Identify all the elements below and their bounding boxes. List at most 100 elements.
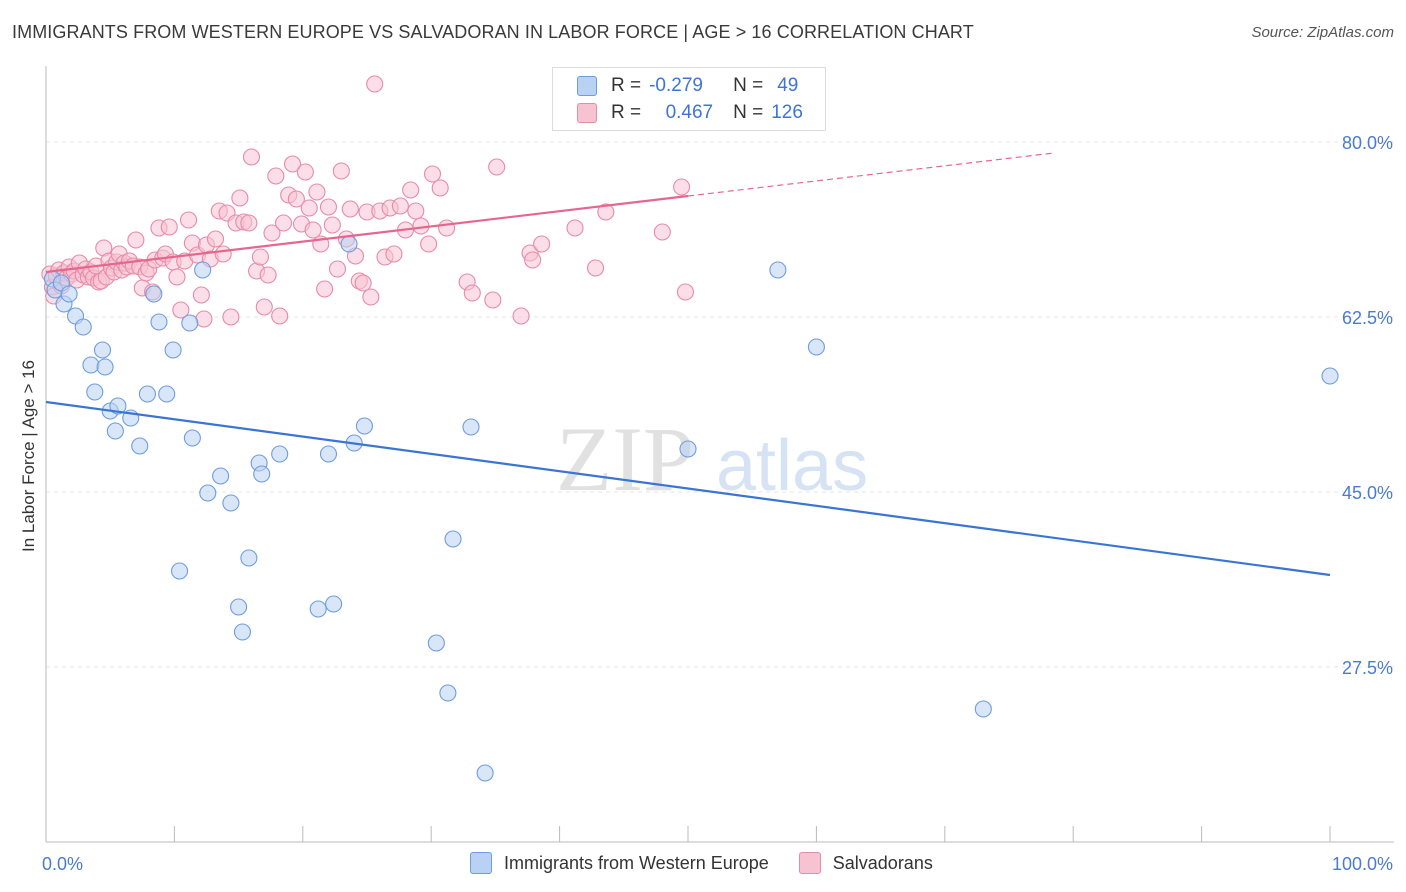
data-point-salvadoran — [676, 283, 694, 301]
data-point-western-europe — [212, 467, 230, 485]
data-point-western-europe — [82, 356, 100, 374]
data-point-salvadoran — [463, 284, 481, 302]
data-point-western-europe — [106, 422, 124, 440]
y-tick-label: 62.5% — [1342, 308, 1393, 328]
data-point-salvadoran — [362, 288, 380, 306]
data-point-western-europe — [131, 437, 149, 455]
data-point-western-europe — [86, 383, 104, 401]
data-point-western-europe — [93, 341, 112, 359]
chart-title: IMMIGRANTS FROM WESTERN EUROPE VS SALVAD… — [12, 22, 974, 42]
data-point-western-europe — [199, 484, 217, 502]
watermark-atlas: atlas — [716, 426, 868, 506]
legend-r-value: 0.467 — [665, 102, 714, 123]
data-point-western-europe — [96, 358, 114, 376]
data-point-salvadoran — [296, 163, 314, 181]
data-point-salvadoran — [222, 308, 240, 326]
data-point-salvadoran — [673, 178, 691, 196]
data-point-salvadoran — [242, 148, 260, 166]
data-point-salvadoran — [259, 266, 277, 284]
trend-line-western-europe — [45, 400, 1331, 577]
data-point-salvadoran — [179, 211, 198, 229]
data-point-salvadoran — [300, 199, 318, 217]
legend-r-label: R = — [611, 75, 642, 96]
source-label[interactable]: Source: ZipAtlas.com — [1251, 24, 1394, 41]
data-point-salvadoran — [195, 310, 213, 328]
data-point-salvadoran — [160, 218, 178, 236]
data-point-salvadoran — [484, 291, 502, 309]
data-point-salvadoran — [533, 235, 551, 253]
data-point-salvadoran — [524, 251, 542, 269]
data-point-salvadoran — [304, 221, 322, 239]
data-point-salvadoran — [587, 259, 605, 277]
data-point-western-europe — [309, 600, 327, 618]
data-point-salvadoran — [267, 167, 285, 185]
data-point-western-europe — [222, 494, 240, 512]
legend-r-label: R = — [611, 102, 642, 123]
data-point-salvadoran — [328, 260, 347, 278]
y-tick-label: 27.5% — [1342, 658, 1393, 678]
data-point-western-europe — [319, 445, 338, 463]
data-point-western-europe — [74, 318, 92, 336]
y-tick-label: 80.0% — [1342, 133, 1393, 153]
legend-label: Immigrants from Western Europe — [504, 852, 769, 873]
data-point-western-europe — [439, 684, 457, 702]
legend-row-western-europe: R = -0.279 N = 49 — [577, 72, 798, 100]
data-point-western-europe — [325, 595, 343, 613]
data-point-western-europe — [444, 530, 462, 548]
data-point-salvadoran — [255, 298, 273, 316]
data-point-salvadoran — [420, 235, 438, 253]
data-point-western-europe — [340, 235, 358, 253]
data-point-western-europe — [462, 418, 480, 436]
data-point-salvadoran — [407, 202, 425, 220]
western-europe-points — [43, 235, 1339, 782]
data-point-western-europe — [183, 429, 201, 447]
data-point-western-europe — [170, 562, 189, 580]
data-point-western-europe — [138, 385, 156, 403]
data-point-western-europe — [271, 445, 289, 463]
data-point-salvadoran — [323, 216, 341, 234]
data-point-western-europe — [355, 417, 373, 435]
y-tick-label: 45.0% — [1342, 483, 1393, 503]
legend-n-value: 126 — [771, 102, 803, 123]
data-point-salvadoran — [168, 268, 186, 286]
data-point-western-europe — [974, 700, 992, 718]
data-point-western-europe — [476, 764, 494, 782]
data-point-western-europe — [158, 385, 176, 403]
data-point-salvadoran — [366, 75, 384, 93]
data-point-salvadoran — [423, 165, 442, 183]
data-point-salvadoran — [391, 197, 409, 215]
data-point-western-europe — [230, 598, 248, 616]
data-point-western-europe — [233, 623, 252, 641]
data-point-salvadoran — [512, 307, 530, 325]
data-point-western-europe — [1321, 367, 1339, 385]
data-point-western-europe — [253, 465, 271, 483]
data-point-salvadoran — [240, 214, 258, 232]
legend-n-label: N = — [733, 75, 764, 96]
data-point-salvadoran — [316, 280, 334, 298]
tick-labels: 27.5% 45.0% 62.5% 80.0% 0.0% 100.0% — [42, 133, 1393, 874]
data-point-salvadoran — [274, 214, 293, 232]
legend-item-western-europe[interactable]: Immigrants from Western Europe — [470, 852, 769, 874]
data-point-salvadoran — [354, 274, 372, 292]
data-point-salvadoran — [283, 155, 302, 173]
data-point-western-europe — [109, 397, 127, 415]
data-point-salvadoran — [319, 198, 338, 216]
x-tick-label: 100.0% — [1332, 854, 1393, 874]
data-point-salvadoran — [385, 245, 403, 263]
data-point-salvadoran — [271, 307, 289, 325]
legend-r-value: -0.279 — [649, 75, 703, 96]
data-point-salvadoran — [251, 248, 269, 266]
legend-item-salvadorans[interactable]: Salvadorans — [798, 852, 933, 874]
data-point-salvadoran — [597, 203, 615, 221]
data-point-salvadoran — [127, 231, 145, 249]
data-point-western-europe — [679, 440, 697, 458]
watermark-zip: ZIP — [556, 408, 694, 510]
data-point-salvadoran — [214, 245, 232, 263]
data-point-western-europe — [181, 314, 199, 332]
data-point-salvadoran — [653, 223, 671, 241]
data-point-salvadoran — [438, 219, 456, 237]
data-point-salvadoran — [341, 200, 359, 218]
grid-lines — [46, 141, 1394, 668]
data-point-salvadoran — [192, 286, 210, 304]
legend-row-salvadorans: R = 0.467 N = 126 — [577, 99, 803, 127]
